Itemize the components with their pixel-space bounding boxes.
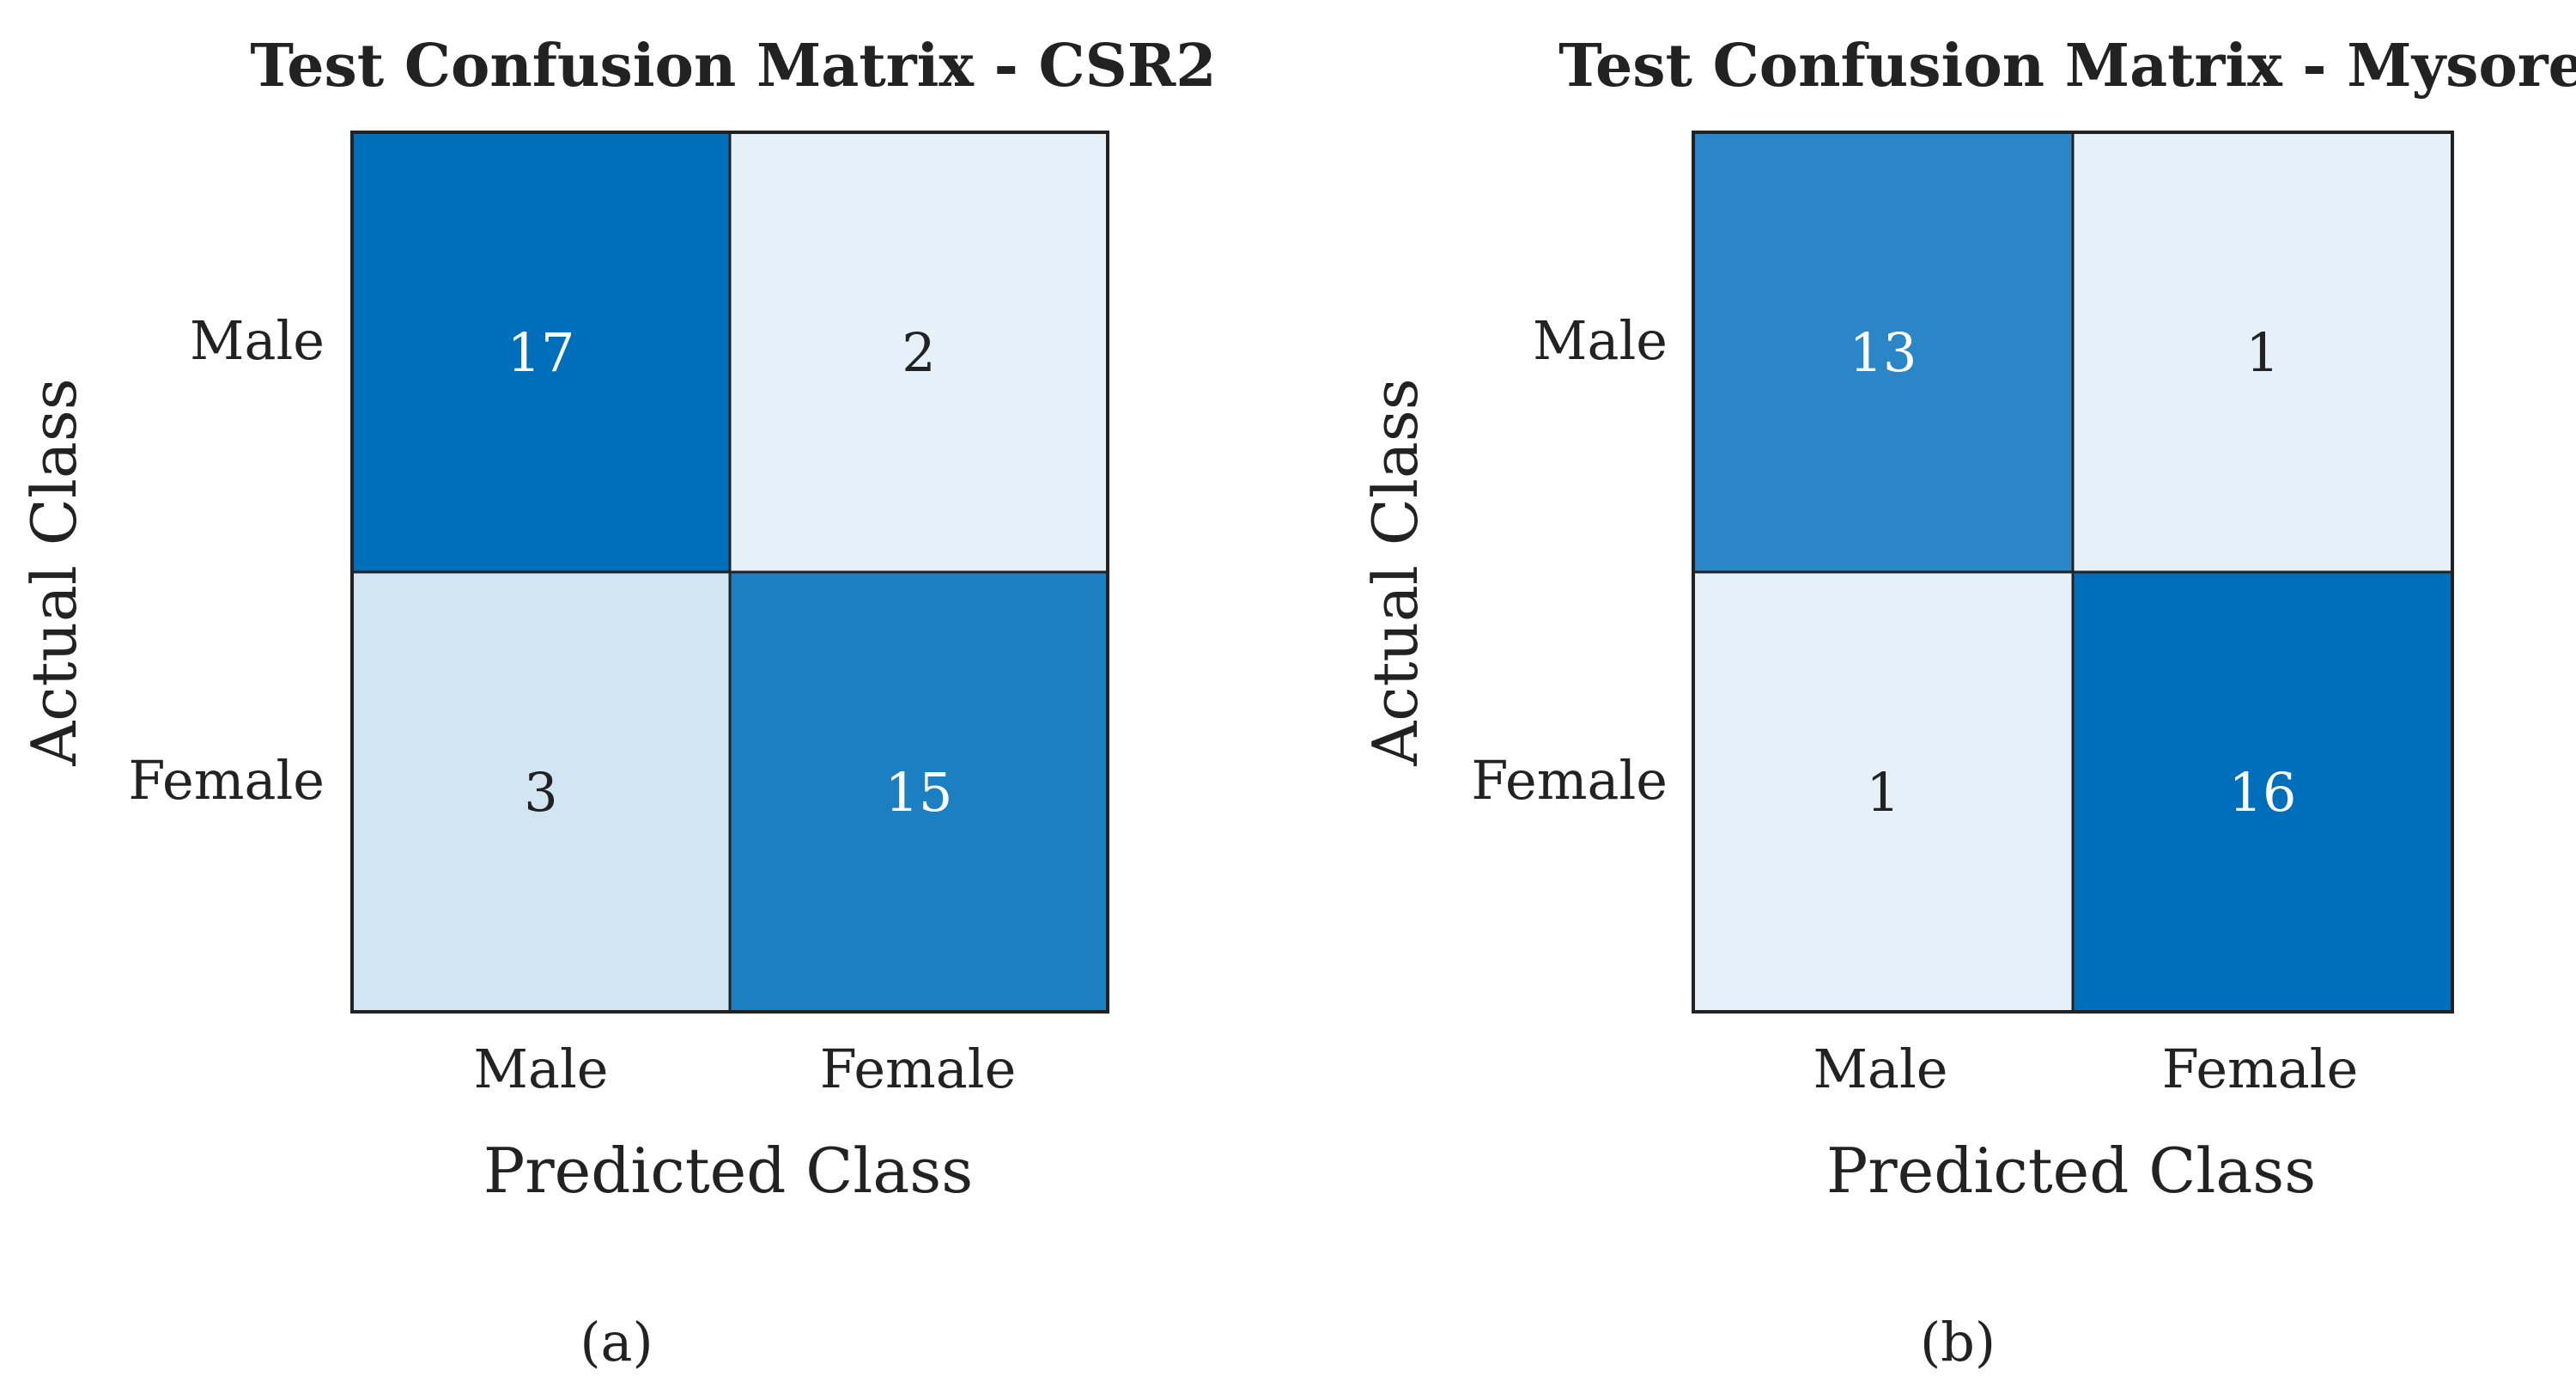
chart-title: Test Confusion Matrix - Mysore bbox=[1558, 32, 2576, 100]
x-axis-label: Predicted Class bbox=[1826, 1135, 2316, 1207]
panel-caption: (a) bbox=[580, 1311, 653, 1373]
matrix-cells: 17 2 3 15 bbox=[350, 131, 1109, 1014]
y-tick-label-female: Female bbox=[1471, 749, 1668, 812]
matrix-cell-r0-c1 bbox=[2071, 131, 2454, 574]
panel-a: Test Confusion Matrix - CSR2 17 2 3 15 Male… bbox=[18, 32, 1217, 1373]
x-tick-label-male: Male bbox=[1814, 1038, 1948, 1100]
cell-value-label: 13 bbox=[1850, 321, 1917, 384]
matrix-cell-r0-c1 bbox=[728, 131, 1109, 574]
matrix-frame bbox=[1692, 131, 2454, 1014]
cell-value-label: 1 bbox=[2245, 321, 2279, 384]
matrix-cell-r1-c1 bbox=[2071, 570, 2454, 1014]
matrix-cells: 13 1 1 16 bbox=[1692, 131, 2454, 1014]
matrix-cell-r0-c0 bbox=[350, 131, 732, 574]
matrix-cell-r1-c1 bbox=[728, 570, 1109, 1014]
x-axis-label: Predicted Class bbox=[483, 1135, 973, 1207]
y-tick-label-male: Male bbox=[1533, 309, 1668, 372]
y-axis-label: Actual Class bbox=[1359, 378, 1431, 766]
matrix-cell-r1-c0 bbox=[350, 570, 732, 1014]
x-tick-label-female: Female bbox=[820, 1038, 1017, 1100]
panel-caption: (b) bbox=[1920, 1311, 1996, 1373]
cell-value-label: 2 bbox=[902, 321, 935, 384]
cell-value-label: 16 bbox=[2229, 761, 2297, 824]
panel-b: Test Confusion Matrix - Mysore 13 1 1 16 Ma… bbox=[1359, 32, 2576, 1373]
y-tick-label-male: Male bbox=[190, 309, 325, 372]
matrix-frame bbox=[350, 131, 1109, 1014]
cell-value-label: 3 bbox=[524, 761, 557, 824]
chart-title: Test Confusion Matrix - CSR2 bbox=[250, 32, 1216, 100]
y-tick-label-female: Female bbox=[128, 749, 325, 812]
y-axis-label: Actual Class bbox=[18, 378, 90, 766]
cell-value-label: 1 bbox=[1866, 761, 1899, 824]
cell-value-label: 15 bbox=[885, 761, 953, 824]
x-tick-label-female: Female bbox=[2162, 1038, 2359, 1100]
x-tick-label-male: Male bbox=[474, 1038, 609, 1100]
cell-value-label: 17 bbox=[507, 321, 575, 384]
